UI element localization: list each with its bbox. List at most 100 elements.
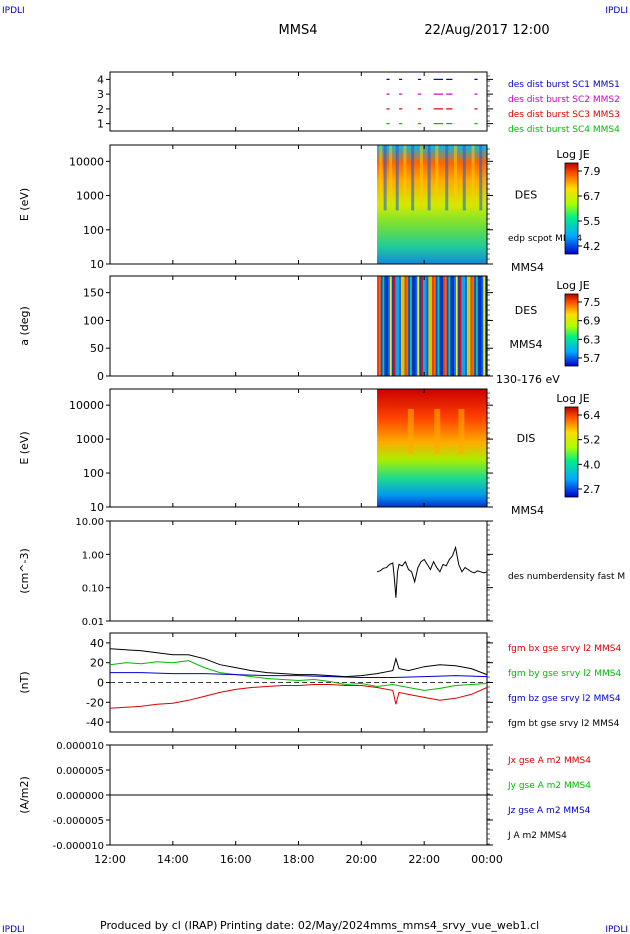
series-line: [109, 648, 488, 678]
series-label: Jz gse A m2 MMS4: [507, 806, 591, 816]
y-tick-label: 100: [83, 467, 104, 480]
bottom-label-dis_energy: MMS4: [511, 504, 544, 517]
des-pitch-column: [435, 276, 439, 376]
des-pitch-column: [468, 276, 472, 376]
footer-printing-date: Printing date: 02/May/2024: [220, 919, 370, 932]
des-pitch-column: [391, 276, 395, 376]
y-axis-label-des_pitch: a (deg): [18, 306, 31, 346]
colorbar-des_energy: [564, 162, 579, 255]
instrument-label-des_pitch: DES: [515, 304, 537, 317]
date-title: 22/Aug/2017 12:00: [424, 23, 549, 38]
x-tick-label: 16:00: [220, 853, 252, 866]
colorbar-tick-label: 4.2: [583, 240, 601, 253]
dis-energy-streak: [407, 409, 414, 454]
y-tick-label: 1000: [76, 190, 104, 203]
colorbar-des_pitch: [564, 293, 579, 367]
corner-label-bottom-left: IPDLI: [2, 925, 25, 934]
colorbar-tick-label: 5.7: [583, 352, 601, 365]
y-tick-label: 0.000010: [56, 741, 104, 752]
des-pitch-column: [479, 276, 483, 376]
colorbar-tick-label: 7.9: [583, 165, 601, 178]
y-tick-label: -20: [86, 696, 104, 709]
des-energy-streak: [383, 145, 387, 211]
spacecraft-title: MMS4: [279, 23, 318, 38]
x-tick-label: 22:00: [408, 853, 440, 866]
y-tick-label: 0.01: [82, 617, 104, 628]
series-label: Jx gse A m2 MMS4: [507, 756, 591, 766]
des-energy-streak: [419, 145, 423, 211]
sub-label-des_energy: edp scpot MMS4: [508, 234, 582, 244]
colorbar-tick-label: 6.3: [583, 333, 601, 346]
series-label: fgm bz gse srvy l2 MMS4: [508, 694, 621, 704]
legend-entry: des dist burst SC2 MMS2: [508, 95, 620, 105]
legend-entry: des dist burst SC3 MMS3: [508, 110, 620, 120]
des-pitch-column: [485, 276, 488, 376]
colorbar-tick-label: 4.0: [583, 458, 601, 471]
des-pitch-column: [386, 276, 389, 376]
x-tick-label: 12:00: [94, 853, 126, 866]
y-tick-label: 50: [90, 342, 104, 355]
series-label: J A m2 MMS4: [507, 831, 567, 841]
des-pitch-column: [411, 276, 415, 376]
series-label: des numberdensity fast M: [508, 572, 625, 582]
des-pitch-column: [443, 276, 446, 376]
des-energy-spectrogram: [377, 145, 487, 264]
colorbar-title-des_energy: Log JE: [556, 148, 589, 161]
des-pitch-column: [428, 276, 431, 376]
y-tick-label: 10: [90, 258, 104, 271]
des-pitch-column: [384, 276, 387, 376]
y-tick-label: 3: [97, 88, 104, 101]
series-label: fgm bx gse srvy l2 MMS4: [508, 644, 621, 654]
des-pitch-column: [461, 276, 464, 376]
des-pitch-column: [483, 276, 486, 376]
des-pitch-column: [417, 276, 420, 376]
colorbar-title-des_pitch: Log JE: [556, 279, 589, 292]
des-pitch-column: [454, 276, 457, 376]
des-pitch-column: [470, 276, 473, 376]
des-pitch-column: [450, 276, 453, 376]
des-energy-streak: [411, 145, 415, 211]
des-pitch-column: [395, 276, 398, 376]
series-line: [109, 684, 488, 709]
y-tick-label: 1000: [76, 433, 104, 446]
series-label: fgm by gse srvy l2 MMS4: [508, 669, 621, 679]
y-tick-label: 10000: [69, 155, 104, 168]
des-pitch-column: [424, 276, 428, 376]
series-line: [376, 545, 488, 598]
des-pitch-column: [444, 276, 448, 376]
y-tick-label: 40: [90, 637, 104, 650]
instrument-label-dis_energy: DIS: [517, 432, 536, 445]
x-tick-label: 20:00: [345, 853, 377, 866]
des-pitch-column: [465, 276, 468, 376]
corner-label-top-right: IPDLI: [605, 6, 628, 16]
des-pitch-column: [481, 276, 484, 376]
panel-frame-burst: [109, 71, 488, 132]
dis-energy-spectrogram: [377, 389, 487, 507]
corner-label-bottom-right: IPDLI: [605, 925, 628, 934]
y-tick-label: 100: [83, 224, 104, 237]
y-tick-label: 0.10: [82, 584, 104, 595]
y-tick-label: 10000: [69, 399, 104, 412]
y-tick-label: 1: [97, 118, 104, 131]
colorbar-dis_energy: [564, 406, 579, 498]
y-axis-label-current: (A/m2): [18, 776, 31, 814]
y-tick-label: -40: [86, 716, 104, 729]
y-axis-label-des_energy: E (eV): [18, 188, 31, 221]
colorbar-tick-label: 2.7: [583, 483, 601, 496]
des-pitch-column: [397, 276, 400, 376]
y-tick-label: 10: [90, 501, 104, 514]
panel-frame-density: [109, 520, 488, 622]
des-energy-streak: [389, 145, 393, 211]
des-energy-streak: [454, 145, 458, 211]
des-pitch-column: [380, 276, 384, 376]
sub-label-des_pitch: MMS4: [510, 338, 543, 351]
y-axis-label-b_field: (nT): [18, 671, 31, 693]
colorbar-tick-label: 7.5: [583, 296, 601, 309]
des-pitch-column: [419, 276, 422, 376]
y-tick-label: 0.000000: [56, 791, 104, 802]
des-pitch-column: [452, 276, 455, 376]
legend-entry: des dist burst SC1 MMS1: [508, 80, 620, 90]
y-tick-label: 1.00: [82, 550, 104, 561]
des-pitch-column: [432, 276, 435, 376]
